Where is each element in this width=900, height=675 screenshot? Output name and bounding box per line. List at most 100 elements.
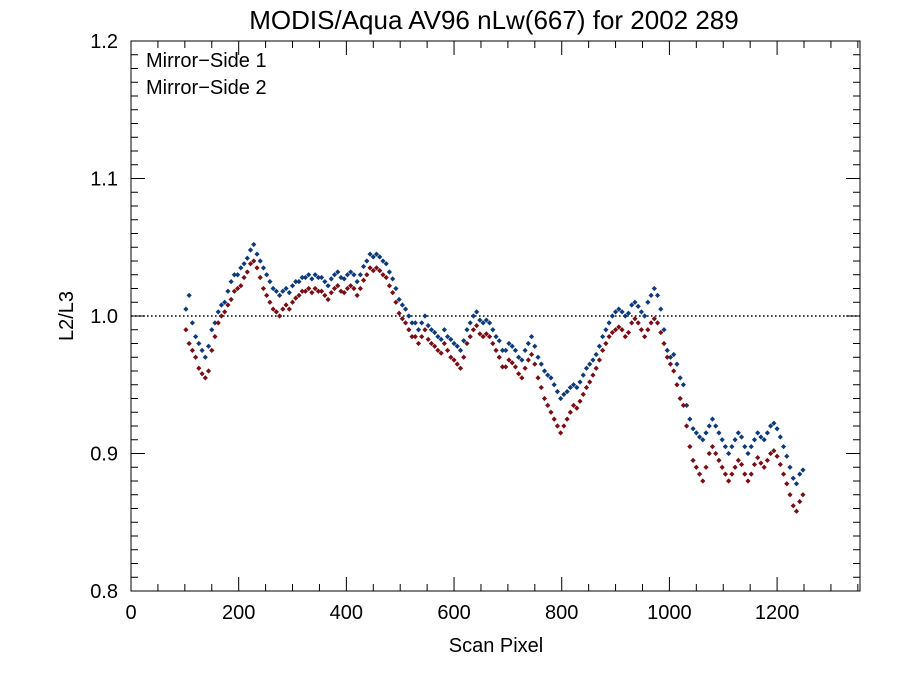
mirror-side-2-point	[393, 299, 399, 305]
mirror-side-2-point	[664, 354, 670, 360]
mirror-side-2-point	[483, 331, 489, 337]
mirror-side-2-point	[742, 471, 748, 477]
mirror-side-1-point	[360, 263, 367, 270]
mirror-side-2-point	[755, 455, 761, 461]
mirror-side-1-point	[654, 292, 661, 298]
mirror-side-2-point	[528, 351, 535, 358]
mirror-side-2-point	[726, 478, 732, 484]
y-axis-label: L2/L3	[56, 291, 78, 341]
mirror-side-1-point	[341, 276, 347, 282]
mirror-side-2-point	[638, 327, 645, 333]
mirror-side-1-point	[283, 285, 289, 292]
mirror-side-1-point	[186, 292, 192, 298]
mirror-side-2-point	[735, 457, 741, 463]
mirror-side-2-point	[774, 453, 780, 459]
mirror-side-2-point	[532, 361, 538, 367]
y-tick-label: 1.1	[90, 169, 118, 191]
mirror-side-2-point	[231, 288, 237, 294]
mirror-side-1-point	[545, 372, 551, 378]
major-ticks	[130, 40, 860, 592]
mirror-side-2-point	[474, 323, 480, 329]
y-tick-label: 1.0	[90, 306, 118, 328]
mirror-side-1-point	[435, 334, 441, 340]
mirror-side-1-point	[496, 338, 502, 344]
mirror-side-1-point	[467, 320, 473, 326]
mirror-side-2-point	[312, 285, 318, 292]
mirror-side-2-point	[247, 261, 254, 267]
mirror-side-2-point	[260, 285, 267, 292]
mirror-side-2-point	[748, 471, 754, 477]
mirror-side-1-point	[461, 338, 467, 344]
mirror-side-2-point	[603, 340, 609, 347]
mirror-side-1-point	[506, 340, 512, 347]
mirror-side-1-point	[780, 444, 787, 450]
mirror-side-1-point	[784, 453, 790, 459]
mirror-side-1-point	[532, 343, 538, 349]
mirror-side-2-point	[645, 327, 651, 333]
mirror-side-1-point	[399, 302, 405, 308]
mirror-side-1-point	[322, 279, 328, 285]
mirror-side-2-point	[273, 309, 279, 315]
mirror-side-1-point	[302, 274, 309, 281]
mirror-side-2-point	[619, 327, 625, 333]
mirror-side-2-point	[373, 265, 380, 271]
mirror-side-2-point	[609, 329, 615, 336]
mirror-side-2-point	[784, 481, 790, 487]
mirror-side-1-point	[719, 437, 725, 443]
mirror-side-2-point	[771, 448, 777, 454]
mirror-side-1-point	[612, 309, 619, 315]
mirror-side-1-point	[522, 347, 528, 353]
mirror-side-1-point	[441, 327, 447, 333]
mirror-side-1-point	[661, 327, 667, 333]
mirror-side-1-point	[619, 309, 625, 315]
mirror-side-1-point	[790, 475, 796, 481]
mirror-side-2-point	[315, 288, 321, 294]
mirror-side-2-point	[709, 444, 716, 450]
mirror-side-2-point	[325, 296, 331, 303]
mirror-side-1-point	[625, 310, 632, 316]
mirror-side-2-point	[257, 274, 263, 281]
mirror-side-2-point	[625, 329, 632, 336]
mirror-side-2-point	[241, 274, 247, 281]
mirror-side-2-point	[302, 288, 309, 294]
mirror-side-2-point	[399, 316, 405, 322]
mirror-side-2-point	[235, 285, 241, 292]
mirror-side-1-point	[196, 340, 202, 347]
mirror-side-2-point	[738, 461, 745, 468]
mirror-side-1-point	[348, 269, 354, 275]
mirror-side-1-point	[189, 320, 195, 326]
mirror-side-1-point	[590, 357, 596, 363]
mirror-side-2-point	[583, 384, 590, 391]
mirror-side-2-point	[674, 382, 680, 388]
mirror-side-1-point	[264, 272, 270, 278]
mirror-side-2-point	[354, 292, 360, 298]
mirror-side-2-point	[409, 334, 415, 340]
mirror-side-1-point	[797, 471, 803, 477]
mirror-side-1-point	[735, 430, 741, 436]
mirror-side-2-point	[629, 320, 635, 326]
mirror-side-1-point	[222, 299, 228, 305]
mirror-side-1-point	[419, 320, 425, 326]
mirror-side-2-point	[548, 409, 554, 415]
mirror-side-1-point	[215, 309, 221, 315]
mirror-side-2-point	[706, 450, 712, 457]
mirror-side-2-point	[348, 283, 354, 289]
mirror-side-1-point	[212, 320, 218, 326]
mirror-side-2-point	[761, 464, 767, 470]
mirror-side-1-point	[677, 375, 683, 381]
mirror-side-2-point	[289, 299, 296, 305]
mirror-side-2-point	[758, 460, 764, 466]
mirror-side-2-point	[722, 471, 728, 477]
mirror-side-2-point	[751, 461, 758, 468]
mirror-side-2-point	[360, 277, 367, 283]
mirror-side-1-point	[451, 340, 457, 347]
mirror-side-2-point	[496, 354, 502, 360]
mirror-side-1-point	[703, 430, 709, 436]
mirror-side-2-point	[684, 423, 690, 429]
mirror-side-1-point	[299, 274, 305, 281]
mirror-side-1-point	[454, 343, 460, 349]
mirror-side-2-point	[768, 450, 774, 457]
mirror-side-1-point	[793, 481, 800, 487]
mirror-side-2-point	[209, 347, 215, 353]
mirror-side-1-point	[745, 450, 751, 457]
